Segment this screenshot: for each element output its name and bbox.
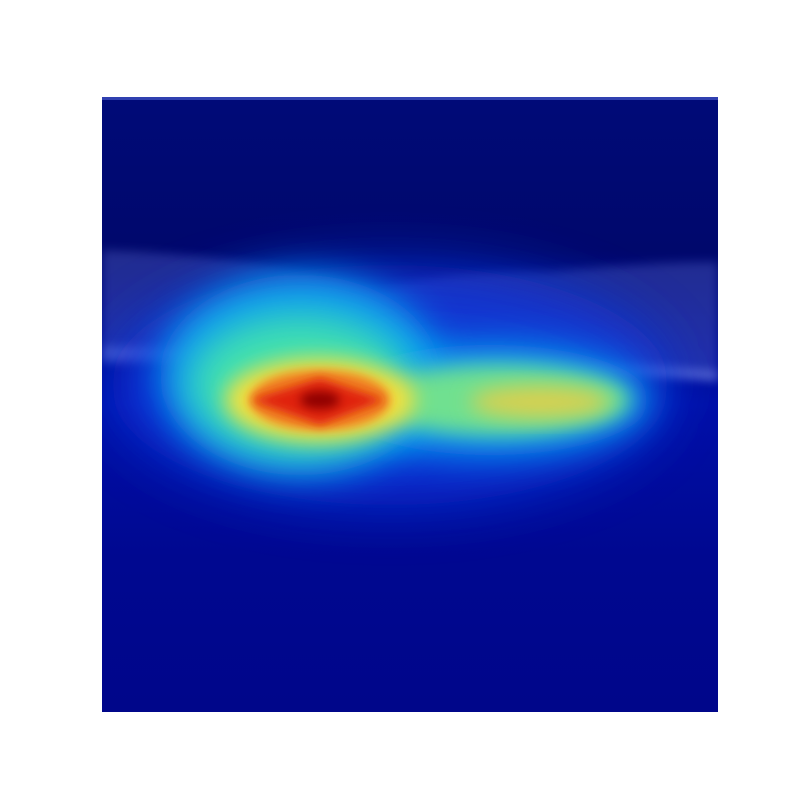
heat-core bbox=[300, 391, 340, 409]
heat-yellow bbox=[470, 386, 610, 418]
top-edge bbox=[102, 97, 718, 100]
image-content bbox=[102, 97, 718, 712]
